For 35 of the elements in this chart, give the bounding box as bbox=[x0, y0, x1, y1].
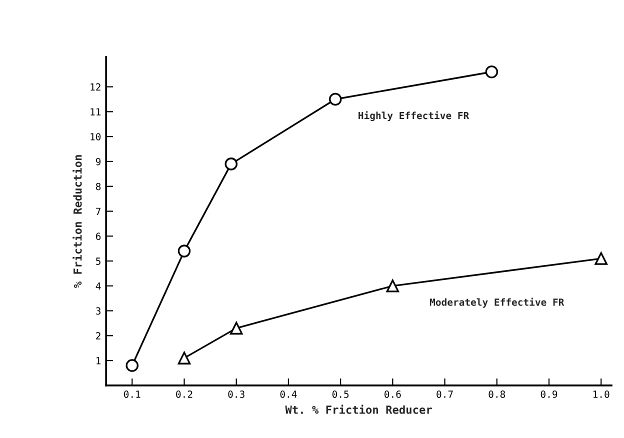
y-tick-label: 12 bbox=[90, 83, 100, 91]
x-tick-label: 0.2 bbox=[176, 390, 192, 398]
x-tick-label: 0.7 bbox=[436, 390, 453, 398]
y-tick-label: 11 bbox=[90, 108, 101, 116]
x-tick-label: 0.8 bbox=[488, 390, 506, 398]
x-tick-label: 0.1 bbox=[124, 390, 140, 398]
y-tick-label: 3 bbox=[96, 307, 100, 315]
y-tick-label: 4 bbox=[96, 282, 101, 290]
x-tick-label: 0.5 bbox=[332, 390, 349, 398]
y-tick-label: 6 bbox=[96, 232, 101, 240]
point bbox=[485, 65, 498, 78]
point bbox=[386, 280, 400, 292]
x-axis-title: Wt. % Friction Reducer bbox=[285, 404, 432, 414]
point bbox=[594, 252, 608, 265]
x-tick-label: 1.0 bbox=[593, 390, 610, 398]
point bbox=[224, 158, 238, 170]
point bbox=[328, 92, 342, 106]
point bbox=[178, 352, 191, 364]
x-tick-label: 0.4 bbox=[280, 390, 297, 398]
x-tick-label: 0.9 bbox=[540, 390, 558, 398]
point bbox=[178, 244, 191, 258]
y-tick-label: 9 bbox=[96, 158, 101, 166]
y-tick-label: 1 bbox=[96, 357, 101, 364]
y-tick-label: 10 bbox=[90, 133, 101, 140]
x-tick-label: 0.3 bbox=[228, 390, 244, 398]
y-axis-title: % Friction Reduction bbox=[72, 155, 82, 288]
y-tick-label: 8 bbox=[96, 182, 101, 190]
y-tick-label: 2 bbox=[96, 332, 100, 340]
x-tick-label: 0.6 bbox=[384, 390, 401, 398]
series-label: Highly Effective FR bbox=[358, 111, 470, 122]
y-tick-label: 5 bbox=[96, 258, 100, 265]
point bbox=[230, 322, 243, 335]
series-label: Moderately Effective FR bbox=[430, 298, 564, 308]
y-tick-label: 7 bbox=[96, 208, 100, 215]
point bbox=[126, 359, 139, 372]
